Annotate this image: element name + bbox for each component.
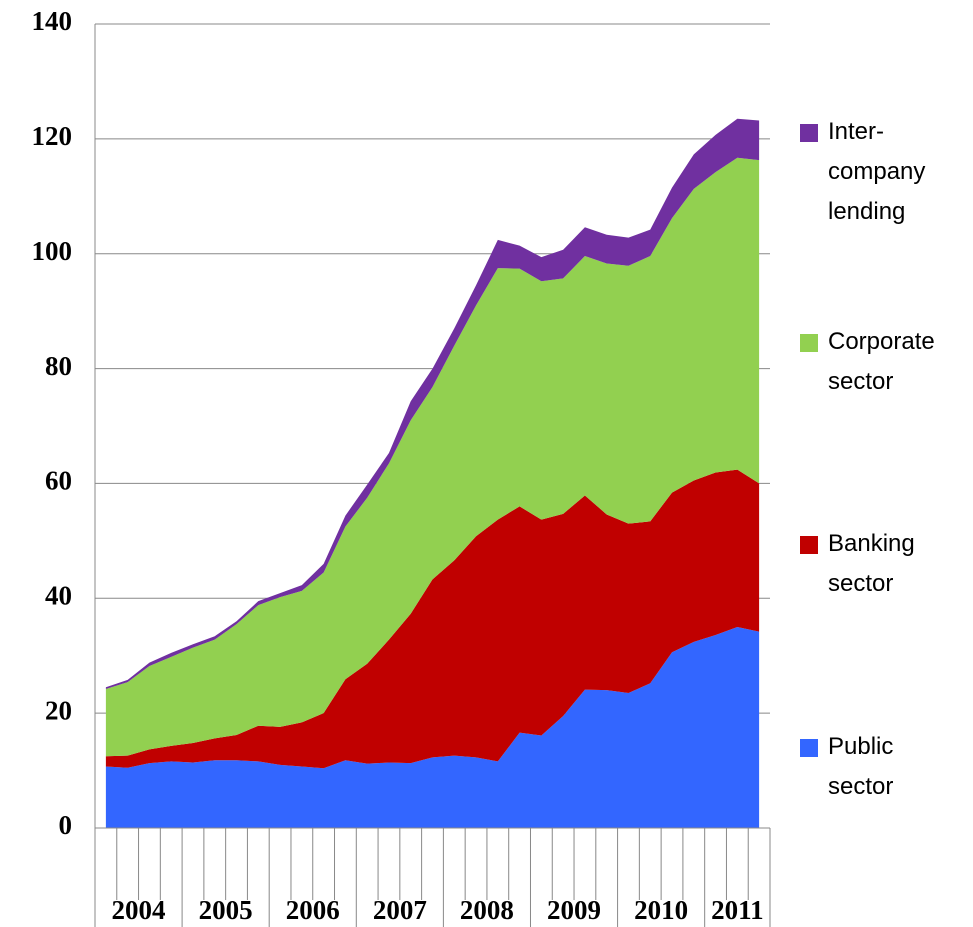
area (105, 469, 760, 769)
legend-line: Inter- (828, 118, 884, 145)
legend-line: sector (828, 368, 893, 395)
y-tick-label: 140 (32, 6, 73, 36)
x-group-label: 2006 (286, 895, 340, 925)
x-group-label: 2005 (199, 895, 253, 925)
y-tick-label: 100 (32, 236, 73, 266)
x-group-label: 2007 (373, 895, 427, 925)
area (105, 118, 760, 690)
y-tick-label: 120 (32, 121, 73, 151)
legend-label: Banking sector (828, 530, 915, 597)
legend-line: sector (828, 773, 893, 800)
legend-swatch (800, 536, 818, 554)
y-tick-label: 0 (59, 810, 73, 840)
legend-line: Public (828, 733, 893, 760)
legend-label: Inter-company lending (828, 118, 925, 225)
legend-swatch (800, 739, 818, 757)
y-tick-label: 60 (45, 466, 72, 496)
legend-swatch (800, 124, 818, 142)
y-tick-label: 80 (45, 351, 72, 381)
legend-label: Corporate sector (828, 328, 935, 395)
y-tick-label: 20 (45, 695, 72, 725)
y-tick-label: 40 (45, 580, 72, 610)
legend-label: Public sector (828, 733, 893, 800)
x-group-label: 2004 (112, 895, 166, 925)
x-group-label: 2011 (711, 895, 764, 925)
area (105, 627, 760, 828)
x-group-label: 2009 (547, 895, 601, 925)
legend-line: sector (828, 570, 893, 597)
legend-line: lending (828, 198, 905, 225)
legend-line: company (828, 158, 925, 185)
legend-line: Banking (828, 530, 915, 557)
legend-line: Corporate (828, 328, 935, 355)
x-group-label: 2008 (460, 895, 514, 925)
area (105, 157, 760, 757)
legend-swatch (800, 334, 818, 352)
x-group-label: 2010 (634, 895, 688, 925)
